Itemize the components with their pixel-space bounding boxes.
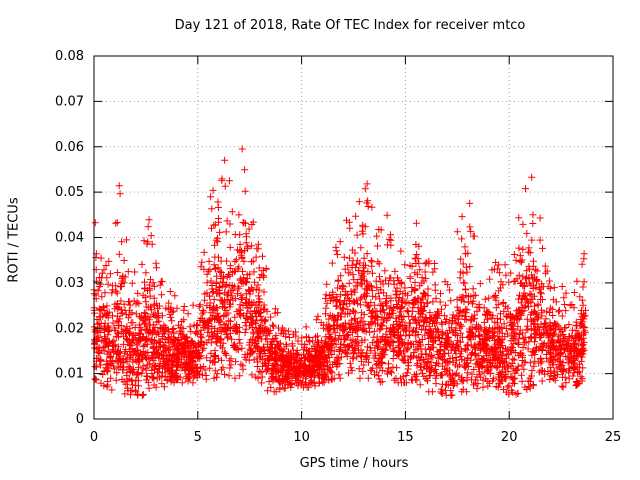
x-tick-label: 5 [194,430,202,445]
roti-markers [90,145,589,400]
x-tick-label: 25 [605,430,622,445]
x-tick-label: 15 [397,430,414,445]
y-tick-label: 0.04 [55,231,84,246]
data-points [90,145,589,400]
x-axis-ticks: 0 5 10 15 20 25 [90,56,621,445]
y-tick-label: 0.03 [55,276,84,291]
y-tick-label: 0.02 [55,321,84,336]
x-axis-label: GPS time / hours [299,456,409,471]
x-tick-label: 10 [293,430,310,445]
y-tick-label: 0.06 [55,140,84,155]
x-tick-label: 20 [501,430,518,445]
y-tick-label: 0.01 [55,367,84,382]
y-tick-label: 0 [76,412,84,427]
x-tick-label: 0 [90,430,98,445]
y-axis-ticks: 0 0.01 0.02 0.03 0.04 0.05 0.06 0.07 0.08 [55,49,613,427]
y-tick-label: 0.07 [55,94,84,109]
chart-title: Day 121 of 2018, Rate Of TEC Index for r… [174,18,526,33]
y-tick-label: 0.08 [55,49,84,64]
y-tick-label: 0.05 [55,185,84,200]
